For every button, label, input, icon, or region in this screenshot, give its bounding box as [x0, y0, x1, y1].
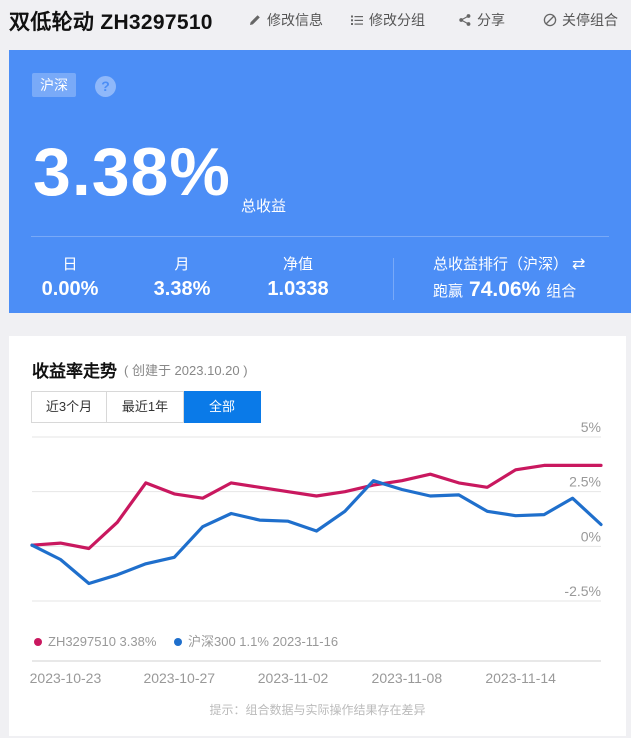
rank-suffix: 组合 — [546, 283, 577, 300]
range-tabs: 近3个月 最近1年 全部 — [31, 391, 261, 423]
rank-label: 总收益排行（沪深） — [433, 256, 569, 273]
return-chart: 5% 2.5% 0% -2.5% ZH3297510 3.38% 沪深300 1.1% 2… — [30, 419, 603, 686]
stat-day-label: 日 — [62, 256, 78, 273]
rank-value: 74.06% — [469, 278, 541, 301]
rank-prefix: 跑赢 — [433, 283, 464, 300]
share-icon — [458, 13, 472, 27]
stat-month: 月 3.38% — [152, 256, 212, 300]
edit-group-button[interactable]: 修改分组 — [350, 10, 425, 30]
summary-divider — [31, 236, 609, 237]
series-line-portfolio — [30, 463, 603, 551]
market-tag: 沪深 — [32, 73, 76, 97]
y-tick-label: 5% — [581, 419, 601, 435]
pencil-icon — [248, 13, 262, 27]
x-tick-label: 2023-11-02 — [258, 670, 329, 686]
y-tick-label: 2.5% — [569, 474, 601, 490]
share-button[interactable]: 分享 — [458, 10, 505, 30]
x-tick-label: 2023-11-08 — [372, 670, 443, 686]
edit-info-button[interactable]: 修改信息 — [248, 10, 323, 30]
stat-nav-label: 净值 — [282, 256, 313, 273]
stat-month-label: 月 — [174, 256, 190, 273]
summary-card: 沪深 ? 3.38% 总收益 日 0.00% 月 3.38% 净值 1.0338… — [9, 50, 631, 313]
tab-all[interactable]: 全部 — [184, 391, 261, 423]
y-tick-label: -2.5% — [564, 583, 601, 599]
data-disclaimer: 提示：组合数据与实际操作结果存在差异 — [209, 703, 426, 717]
chart-subtitle: ( 创建于 2023.10.20 ) — [124, 363, 248, 378]
legend-marker — [34, 638, 42, 646]
stat-nav-value: 1.0338 — [267, 278, 329, 300]
legend-label: ZH3297510 3.38% — [48, 634, 157, 649]
stop-portfolio-button[interactable]: 关停组合 — [543, 10, 618, 30]
x-tick-label: 2023-10-23 — [30, 670, 102, 686]
x-tick-label: 2023-11-14 — [485, 670, 556, 686]
legend-label: 沪深300 1.1% 2023-11-16 — [188, 634, 338, 649]
stop-portfolio-label: 关停组合 — [562, 12, 618, 28]
total-return-value: 3.38% — [33, 134, 231, 210]
stats-separator — [393, 258, 394, 300]
stat-nav: 净值 1.0338 — [261, 256, 335, 300]
legend-marker — [174, 638, 182, 646]
total-return-label: 总收益 — [241, 198, 287, 215]
swap-icon[interactable]: ⇄ — [572, 256, 586, 273]
chart-title: 收益率走势 — [32, 362, 117, 381]
top-bar: 双低轮动 ZH3297510 修改信息 修改分组 分享 关停组合 — [0, 0, 631, 40]
rank-block: 总收益排行（沪深） ⇄ 跑赢 74.06% 组合 — [433, 256, 585, 302]
y-tick-label: 0% — [581, 528, 601, 544]
edit-group-label: 修改分组 — [369, 12, 425, 28]
edit-info-label: 修改信息 — [267, 12, 323, 28]
x-tick-label: 2023-10-27 — [143, 670, 215, 686]
series-line-index — [30, 479, 603, 586]
chart-panel: 5% 2.5% 0% -2.5% ZH3297510 3.38% 沪深300 1.1% 2… — [9, 336, 626, 736]
stop-icon — [543, 13, 557, 27]
tab-3-months[interactable]: 近3个月 — [31, 391, 107, 423]
list-icon — [350, 13, 364, 27]
help-icon[interactable]: ? — [95, 76, 116, 97]
stat-month-value: 3.38% — [153, 278, 211, 300]
stat-day-value: 0.00% — [41, 278, 99, 300]
tab-1-year[interactable]: 最近1年 — [107, 391, 184, 423]
portfolio-title: 双低轮动 ZH3297510 — [9, 11, 213, 34]
share-label: 分享 — [477, 12, 505, 28]
stat-day: 日 0.00% — [40, 256, 100, 300]
